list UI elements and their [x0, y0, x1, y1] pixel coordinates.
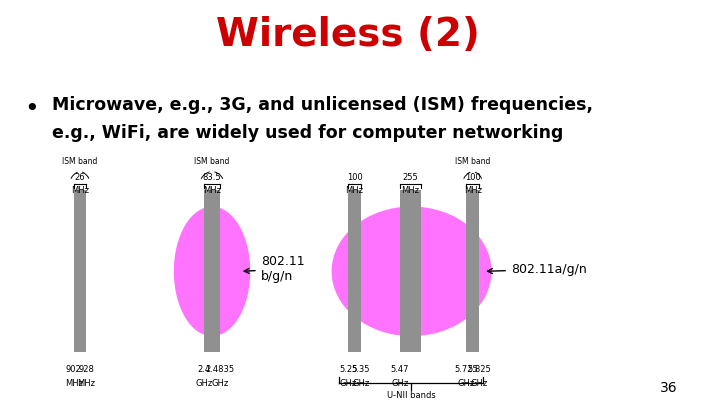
Text: 5.35: 5.35	[351, 364, 370, 373]
Text: ISM band: ISM band	[62, 157, 98, 166]
Text: 5.47: 5.47	[390, 364, 409, 373]
Text: 36: 36	[660, 381, 678, 395]
Text: U-NII bands: U-NII bands	[387, 391, 436, 400]
Text: MHz: MHz	[65, 379, 83, 388]
Text: GHz: GHz	[458, 379, 475, 388]
Text: Wireless (2): Wireless (2)	[215, 16, 480, 54]
Text: 802.11a/g/n: 802.11a/g/n	[487, 263, 587, 276]
Text: Microwave, e.g., 3G, and unlicensed (ISM) frequencies,: Microwave, e.g., 3G, and unlicensed (ISM…	[52, 96, 593, 114]
Text: 902: 902	[66, 364, 81, 373]
Bar	[73, 190, 86, 352]
Text: e.g., WiFi, are widely used for computer networking: e.g., WiFi, are widely used for computer…	[52, 124, 564, 141]
Text: 928: 928	[78, 364, 94, 373]
Text: 802.11
b/g/n: 802.11 b/g/n	[244, 255, 305, 284]
Bar	[467, 190, 479, 352]
Ellipse shape	[174, 207, 251, 336]
Text: GHz: GHz	[212, 379, 229, 388]
Bar	[400, 190, 420, 352]
Text: 26: 26	[75, 173, 85, 182]
Text: GHz: GHz	[340, 379, 357, 388]
Text: 2.4835: 2.4835	[206, 364, 235, 373]
Bar	[73, 190, 86, 352]
Text: MHz: MHz	[71, 186, 89, 195]
Text: GHz: GHz	[195, 379, 212, 388]
Text: •: •	[24, 97, 39, 121]
Text: ISM band: ISM band	[455, 157, 490, 166]
Ellipse shape	[332, 207, 492, 336]
Text: 2.4: 2.4	[197, 364, 210, 373]
Text: 83.5: 83.5	[203, 173, 221, 182]
Text: GHz: GHz	[470, 379, 487, 388]
Text: GHz: GHz	[391, 379, 408, 388]
Bar	[348, 190, 361, 352]
Bar	[204, 190, 220, 352]
Text: ISM band: ISM band	[194, 157, 230, 166]
Text: 255: 255	[402, 173, 418, 182]
Text: MHz: MHz	[464, 186, 482, 195]
Text: GHz: GHz	[352, 379, 369, 388]
Bar	[204, 190, 220, 352]
Text: 5.725: 5.725	[454, 364, 478, 373]
Text: MHz: MHz	[77, 379, 95, 388]
Text: 100: 100	[465, 173, 480, 182]
Text: MHz: MHz	[401, 186, 419, 195]
Text: 100: 100	[346, 173, 362, 182]
Text: MHz: MHz	[346, 186, 364, 195]
Bar	[467, 190, 479, 352]
Text: MHz: MHz	[203, 186, 221, 195]
Bar	[348, 190, 361, 352]
Bar	[400, 190, 420, 352]
Text: 5.825: 5.825	[467, 364, 491, 373]
Text: 5.25: 5.25	[339, 364, 357, 373]
